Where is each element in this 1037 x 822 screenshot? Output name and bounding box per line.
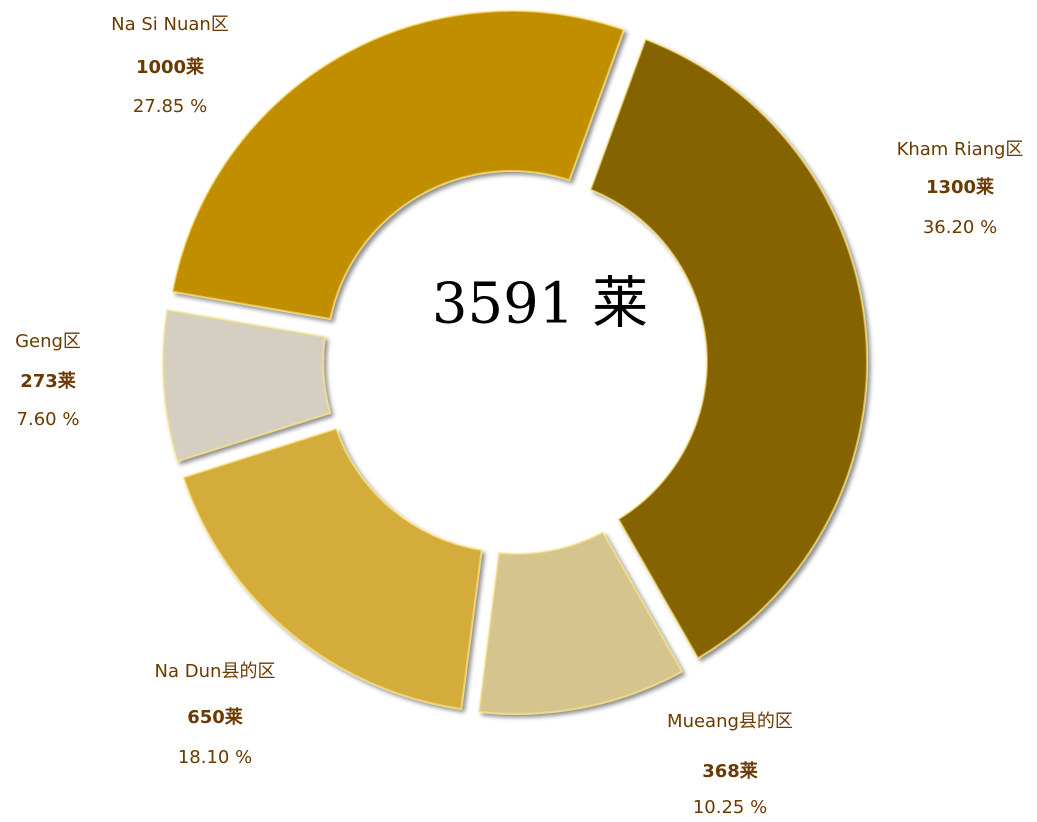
segment-name: Na Si Nuan区 xyxy=(111,14,229,35)
percent-label: 36.20 % xyxy=(923,217,997,238)
segment-name: Geng区 xyxy=(15,331,81,352)
donut-segment xyxy=(162,308,332,463)
value-label: 368莱 xyxy=(702,760,758,782)
donut-segment xyxy=(182,427,483,710)
donut-segment xyxy=(589,38,868,660)
center-label: 3591 莱 xyxy=(432,272,648,337)
segment-name: Na Dun县的区 xyxy=(155,661,276,682)
donut-segment xyxy=(171,10,626,321)
segment-name: Kham Riang区 xyxy=(897,139,1024,160)
percent-label: 27.85 % xyxy=(133,96,207,117)
value-label: 1300莱 xyxy=(926,176,994,198)
value-label: 1000莱 xyxy=(136,56,204,78)
donut-segment xyxy=(477,531,684,715)
percent-label: 10.25 % xyxy=(693,797,767,818)
value-label: 273莱 xyxy=(20,370,76,392)
percent-label: 18.10 % xyxy=(178,747,252,768)
percent-label: 7.60 % xyxy=(17,409,80,430)
segment-name: Mueang县的区 xyxy=(667,711,793,732)
value-label: 650莱 xyxy=(187,706,243,728)
